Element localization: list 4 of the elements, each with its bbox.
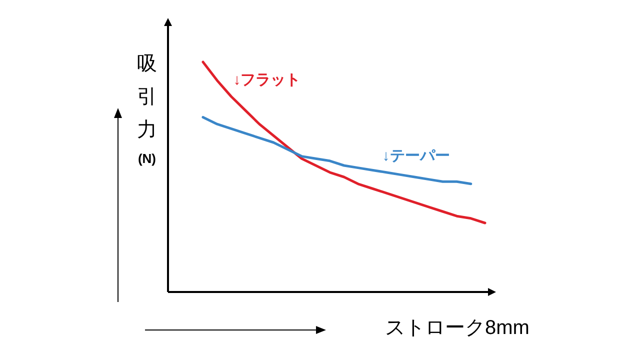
x-axis-title: ストローク8mm xyxy=(385,317,530,339)
series-label: ↓フラット xyxy=(233,72,301,88)
y-axis-title: 吸引力(N) xyxy=(137,53,157,166)
series-label: ↓テーパー xyxy=(382,147,450,164)
